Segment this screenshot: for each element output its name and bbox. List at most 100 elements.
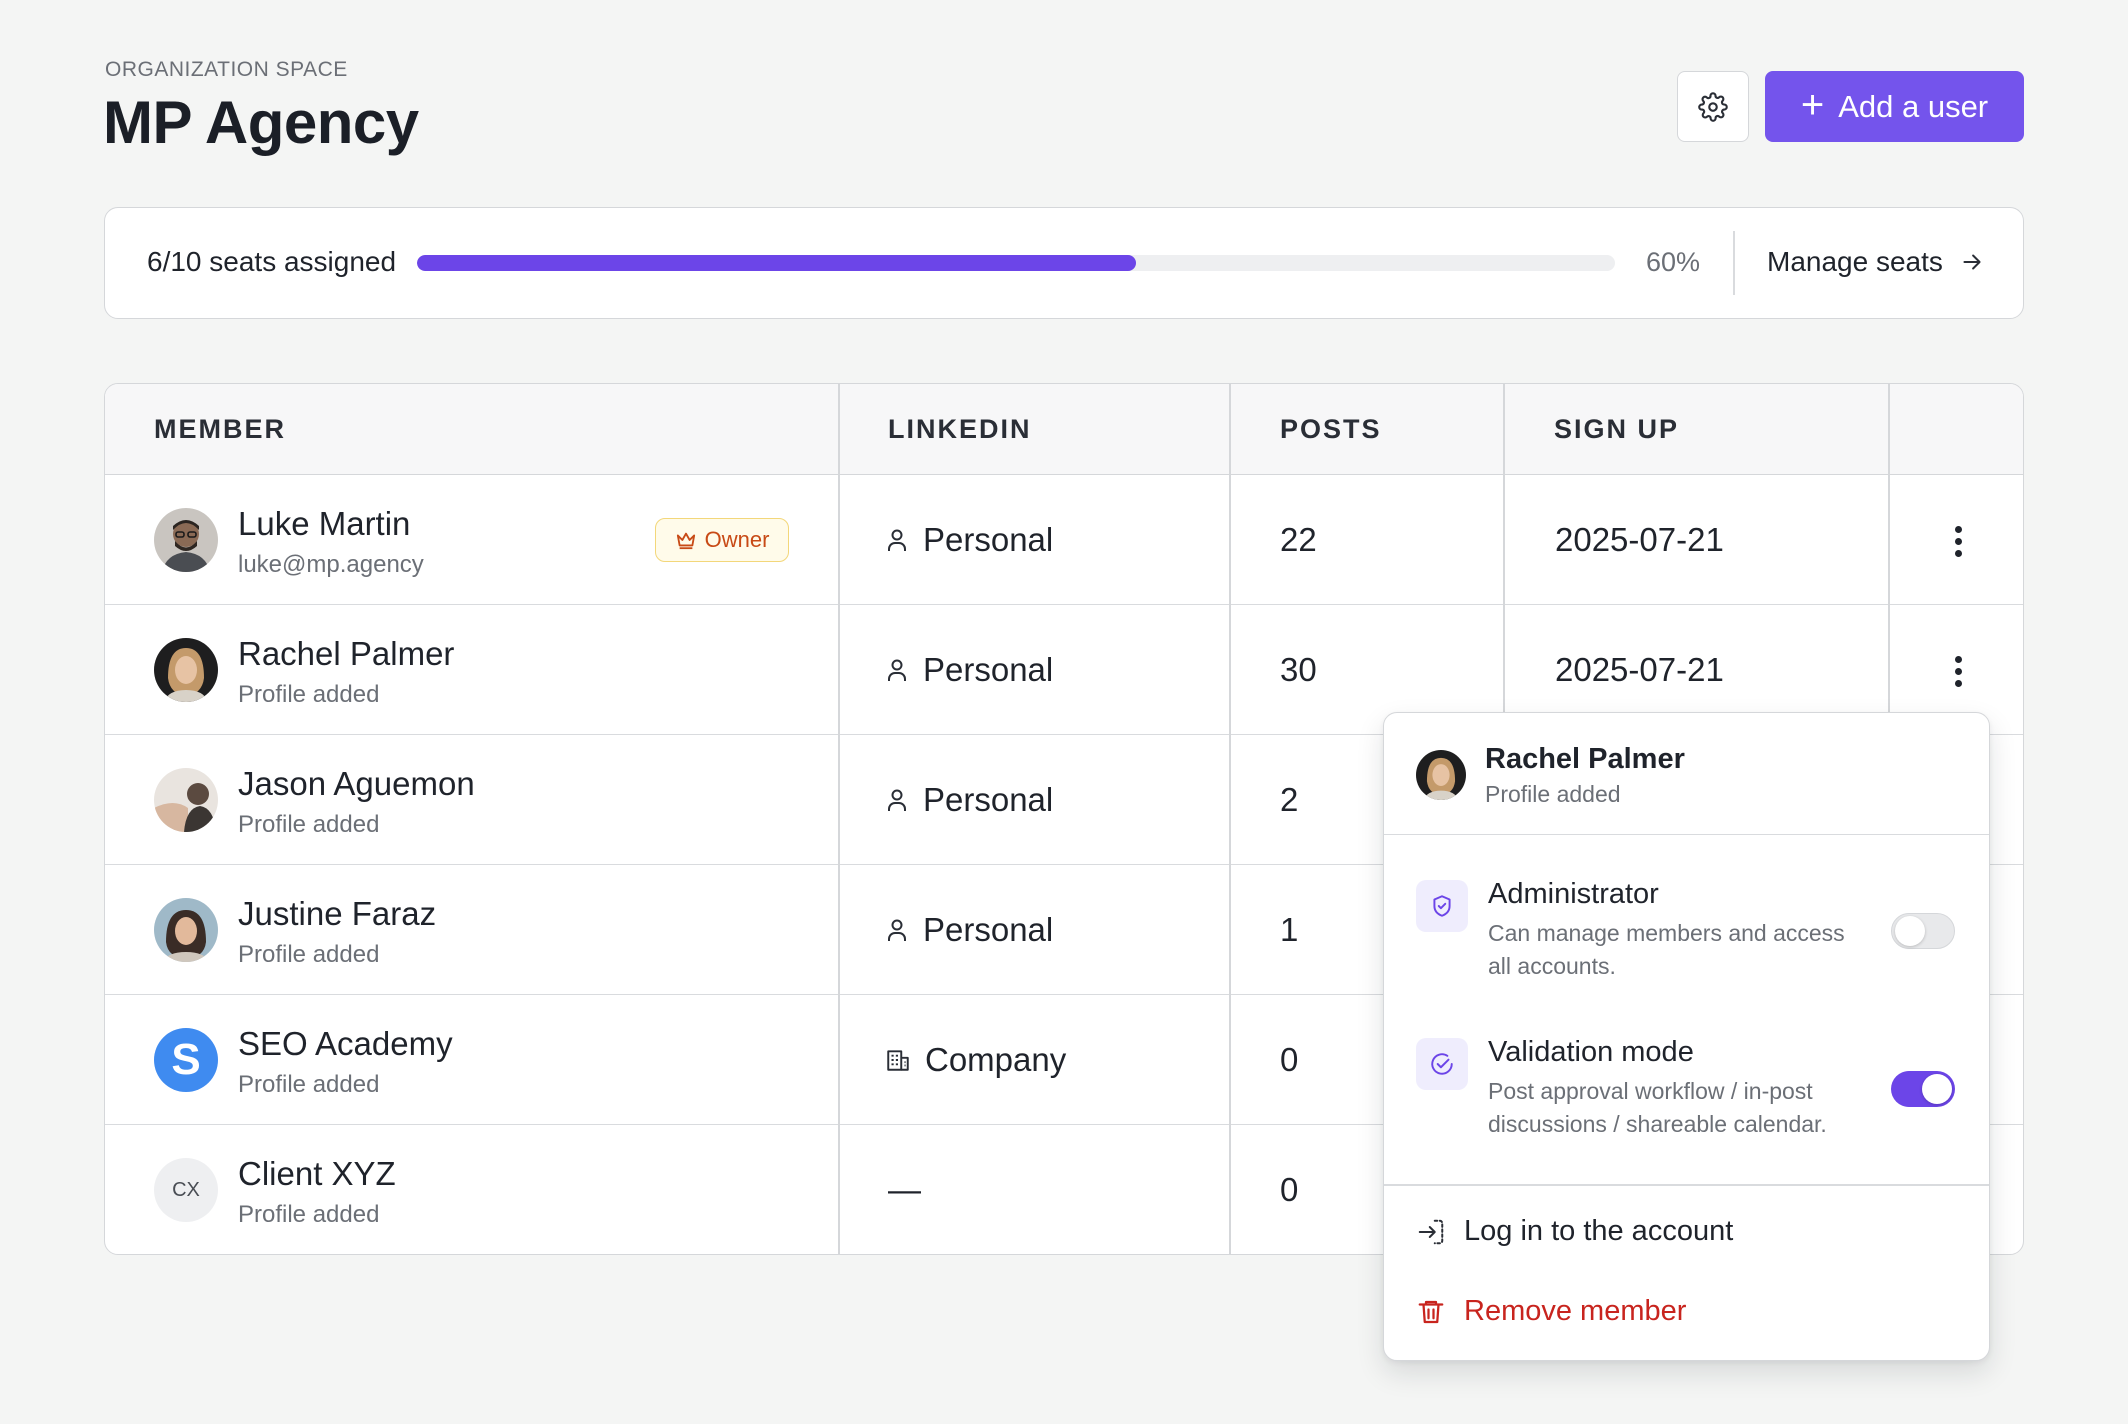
divider — [1733, 231, 1735, 295]
posts-count: 1 — [1280, 911, 1299, 948]
check-circle-icon — [1416, 1038, 1468, 1090]
avatar — [154, 898, 218, 962]
table-row[interactable]: Rachel Palmer Profile added Personal 30 … — [105, 605, 2023, 735]
column-header-member: MEMBER — [154, 414, 286, 444]
linkedin-type: Personal — [885, 911, 1053, 949]
column-divider — [1229, 384, 1231, 1254]
avatar — [154, 638, 218, 702]
signup-date: 2025-07-21 — [1555, 651, 1724, 688]
kebab-dot — [1954, 525, 1962, 533]
posts-count: 2 — [1280, 781, 1299, 818]
table-row[interactable]: S SEO Academy Profile added Company 0 — [105, 995, 2023, 1125]
seats-progress-bar — [417, 255, 1615, 271]
linkedin-label: Personal — [923, 781, 1054, 818]
login-account-button[interactable]: Log in to the account — [1416, 1215, 1733, 1248]
linkedin-label: Personal — [923, 651, 1054, 688]
page-title: MP Agency — [103, 89, 419, 156]
table-header: MEMBER LINKEDIN POSTS SIGN UP — [105, 384, 2023, 475]
row-menu-button[interactable] — [1936, 519, 1980, 563]
avatar: CX — [154, 1158, 218, 1222]
posts-count: 0 — [1280, 1171, 1299, 1208]
kebab-dot — [1954, 667, 1962, 675]
row-menu-button[interactable] — [1936, 649, 1980, 693]
linkedin-type: Personal — [885, 781, 1053, 819]
column-divider — [838, 384, 840, 1254]
administrator-title: Administrator — [1488, 878, 1659, 910]
table-row[interactable]: Jason Aguemon Profile added Personal 2 — [105, 735, 2023, 865]
kebab-dot — [1954, 549, 1962, 557]
linkedin-type: Personal — [885, 651, 1053, 689]
table-row[interactable]: Luke Martin luke@mp.agency Owner Persona… — [105, 475, 2023, 605]
arrow-right-icon — [1963, 254, 1981, 270]
posts-count: 22 — [1280, 521, 1317, 558]
kebab-dot — [1954, 679, 1962, 687]
column-header-posts: POSTS — [1280, 414, 1382, 444]
crown-icon — [676, 532, 695, 550]
manage-seats-link[interactable]: Manage seats — [1767, 246, 1985, 278]
avatar — [154, 768, 218, 832]
member-name: Justine Faraz — [238, 895, 437, 932]
add-user-button[interactable]: + Add a user — [1765, 71, 2024, 142]
add-user-label: Add a user — [1838, 88, 1989, 124]
linkedin-label: Personal — [923, 911, 1054, 948]
administrator-description: Can manage members and access all accoun… — [1488, 920, 1845, 979]
member-name: Rachel Palmer — [238, 635, 455, 672]
plus-icon: + — [1800, 82, 1825, 127]
member-name: Luke Martin — [238, 505, 411, 542]
manage-seats-label: Manage seats — [1767, 246, 1943, 277]
person-icon — [888, 919, 906, 941]
avatar: S — [154, 1028, 218, 1092]
posts-count: 0 — [1280, 1041, 1299, 1078]
linkedin-type: — — [888, 1171, 921, 1209]
remove-member-button[interactable]: Remove member — [1416, 1295, 1686, 1328]
member-options-menu: Rachel Palmer Profile added Administrato… — [1383, 712, 1990, 1361]
person-icon — [888, 659, 906, 681]
person-icon — [888, 789, 906, 811]
member-status: Profile added — [238, 1201, 380, 1228]
member-name: Client XYZ — [238, 1155, 396, 1192]
seats-card: 6/10 seats assigned 60% Manage seats — [104, 207, 2024, 319]
member-status: Profile added — [238, 1071, 380, 1098]
menu-header: Rachel Palmer Profile added — [1384, 713, 1989, 835]
building-icon — [887, 1050, 909, 1071]
signup-date: 2025-07-21 — [1555, 521, 1724, 558]
column-header-linkedin: LINKEDIN — [888, 414, 1032, 444]
avatar-initials: CX — [172, 1178, 200, 1201]
validation-mode-description: Post approval workflow / in-post discuss… — [1488, 1078, 1827, 1137]
table-row[interactable]: Justine Faraz Profile added Personal 1 — [105, 865, 2023, 995]
validation-mode-title: Validation mode — [1488, 1036, 1694, 1068]
linkedin-label: — — [888, 1171, 921, 1208]
remove-member-label: Remove member — [1464, 1295, 1687, 1327]
person-icon — [888, 529, 906, 551]
table-row[interactable]: CX Client XYZ Profile added — 0 — [105, 1125, 2023, 1254]
kebab-dot — [1954, 655, 1962, 663]
menu-member-status: Profile added — [1485, 781, 1621, 807]
linkedin-type: Personal — [885, 521, 1053, 559]
member-status: Profile added — [238, 681, 380, 708]
avatar-letter: S — [171, 1035, 201, 1084]
owner-badge-label: Owner — [704, 527, 770, 552]
toggle-knob — [1895, 916, 1925, 946]
member-email: luke@mp.agency — [238, 551, 424, 578]
login-account-label: Log in to the account — [1464, 1215, 1734, 1247]
linkedin-type: Company — [885, 1041, 1066, 1079]
menu-member-name: Rachel Palmer — [1485, 743, 1685, 775]
owner-badge: Owner — [655, 518, 789, 562]
validation-mode-toggle[interactable] — [1891, 1071, 1955, 1107]
toggle-knob — [1922, 1074, 1952, 1104]
login-icon — [1418, 1219, 1444, 1244]
member-status: Profile added — [238, 941, 380, 968]
member-name: SEO Academy — [238, 1025, 453, 1062]
gear-icon — [1698, 91, 1728, 122]
settings-button[interactable] — [1677, 71, 1749, 142]
avatar — [154, 508, 218, 572]
member-status: Profile added — [238, 811, 380, 838]
trash-icon — [1418, 1300, 1444, 1323]
administrator-toggle[interactable] — [1891, 913, 1955, 949]
seats-assigned-label: 6/10 seats assigned — [147, 246, 397, 277]
organization-eyebrow: ORGANIZATION SPACE — [105, 58, 348, 81]
linkedin-label: Company — [925, 1041, 1067, 1078]
menu-divider — [1384, 1184, 1989, 1186]
seats-progress-fill — [417, 255, 1136, 271]
linkedin-label: Personal — [923, 521, 1054, 558]
